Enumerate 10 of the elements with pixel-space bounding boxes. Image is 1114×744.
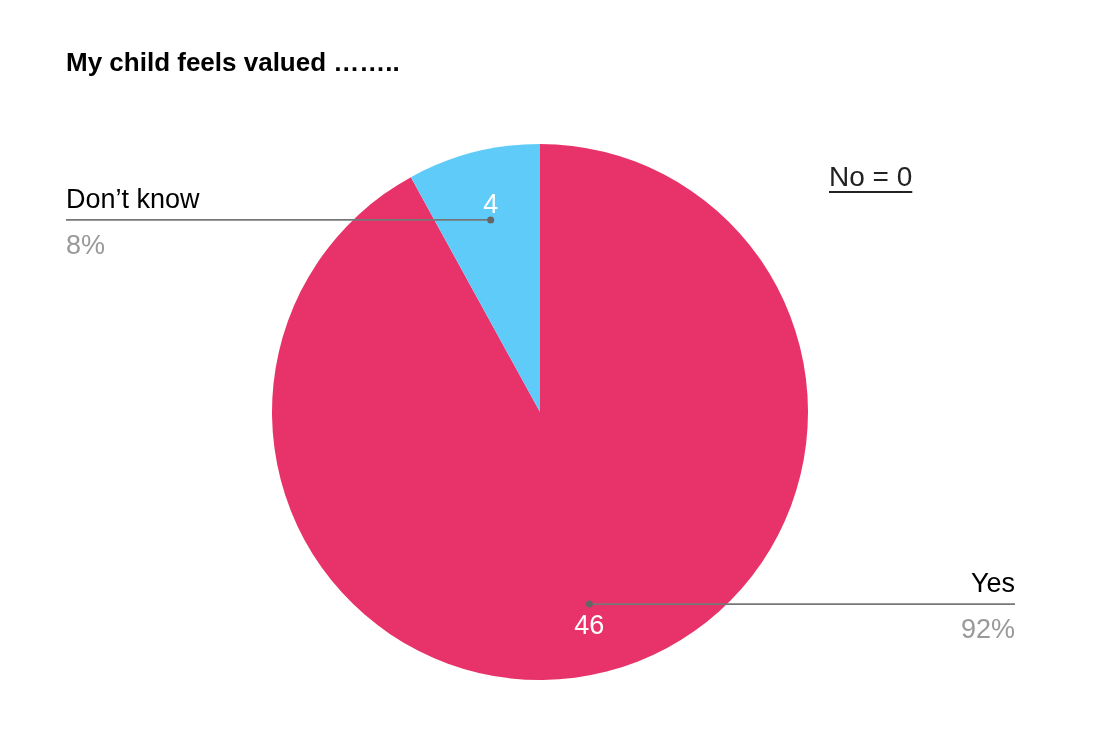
slice-label: Don’t know [66,183,201,214]
pie-slice [410,144,540,412]
text: 8% [66,229,106,260]
slice-label: Yes [970,568,1015,599]
data-label: 46 [574,610,605,641]
pie-slice [272,144,808,680]
data-label: 4 [483,188,499,219]
chart-title: My child feels valued …….. [66,47,400,77]
text: 92% [960,614,1015,645]
text: No = 0 [829,161,913,192]
